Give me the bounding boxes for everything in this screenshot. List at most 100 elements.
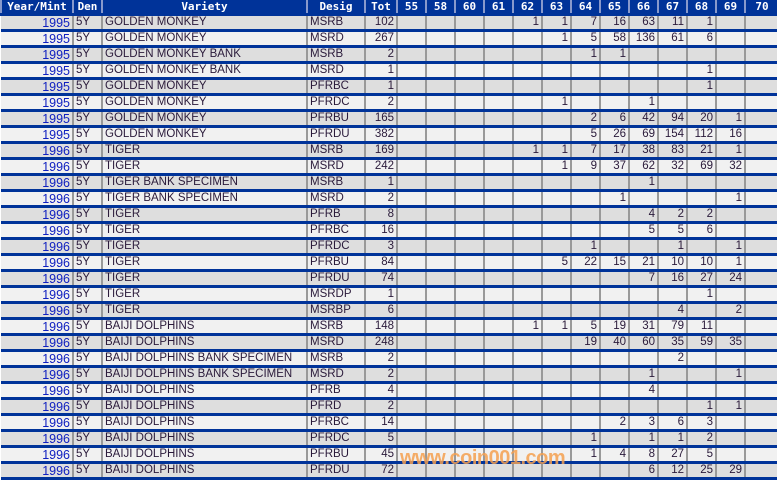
grade-69-cell xyxy=(715,14,745,32)
grade-58-cell xyxy=(425,302,455,320)
year-link[interactable]: 1996 xyxy=(1,350,73,368)
grade-67-cell xyxy=(657,46,687,64)
column-header-grade-58[interactable]: 58 xyxy=(425,0,455,16)
denomination-cell: 5Y xyxy=(72,302,102,320)
year-link[interactable]: 1996 xyxy=(1,238,73,256)
grade-64-cell xyxy=(570,62,600,80)
grade-68-cell: 1 xyxy=(686,398,716,416)
year-link[interactable]: 1996 xyxy=(1,142,73,160)
column-header-grade-55[interactable]: 55 xyxy=(396,0,426,16)
year-link[interactable]: 1996 xyxy=(1,286,73,304)
year-link[interactable]: 1995 xyxy=(1,30,73,48)
grade-66-cell: 7 xyxy=(628,270,658,288)
year-link[interactable]: 1996 xyxy=(1,366,73,384)
column-header-grade-62[interactable]: 62 xyxy=(512,0,542,16)
year-link[interactable]: 1995 xyxy=(1,46,73,64)
year-link[interactable]: 1995 xyxy=(1,78,73,96)
column-header-variety[interactable]: Variety xyxy=(101,0,307,16)
grade-69-cell xyxy=(715,350,745,368)
grade-55-cell xyxy=(396,238,426,256)
grade-61-cell xyxy=(483,110,513,128)
variety-cell: BAIJI DOLPHINS xyxy=(101,398,307,416)
total-cell: 3 xyxy=(364,238,397,256)
grade-61-cell xyxy=(483,398,513,416)
grade-68-cell: 6 xyxy=(686,222,716,240)
year-link[interactable]: 1995 xyxy=(1,110,73,128)
column-header-den[interactable]: Den xyxy=(72,0,102,16)
grade-64-cell xyxy=(570,206,600,224)
grade-67-cell xyxy=(657,174,687,192)
column-header-grade-61[interactable]: 61 xyxy=(483,0,513,16)
column-header-grade-64[interactable]: 64 xyxy=(570,0,600,16)
grade-63-cell xyxy=(541,366,571,384)
grade-68-cell: 69 xyxy=(686,158,716,176)
grade-62-cell xyxy=(512,158,542,176)
year-link[interactable]: 1996 xyxy=(1,206,73,224)
total-cell: 72 xyxy=(364,462,397,480)
column-header-grade-65[interactable]: 65 xyxy=(599,0,629,16)
column-header-grade-70[interactable]: 70 xyxy=(744,0,777,16)
column-header-grade-66[interactable]: 66 xyxy=(628,0,658,16)
column-header-grade-68[interactable]: 68 xyxy=(686,0,716,16)
year-link[interactable]: 1996 xyxy=(1,446,73,464)
grade-64-cell xyxy=(570,366,600,384)
year-link[interactable]: 1996 xyxy=(1,430,73,448)
grade-60-cell xyxy=(454,430,484,448)
year-link[interactable]: 1996 xyxy=(1,270,73,288)
grade-61-cell xyxy=(483,126,513,144)
year-link[interactable]: 1996 xyxy=(1,222,73,240)
year-link[interactable]: 1996 xyxy=(1,398,73,416)
grade-65-cell xyxy=(599,222,629,240)
column-header-year-mint[interactable]: Year/Mint xyxy=(0,0,73,16)
year-link[interactable]: 1996 xyxy=(1,190,73,208)
grade-63-cell: 5 xyxy=(541,254,571,272)
year-link[interactable]: 1995 xyxy=(1,14,73,32)
grade-69-cell xyxy=(715,30,745,48)
year-link[interactable]: 1996 xyxy=(1,382,73,400)
grade-64-cell: 1 xyxy=(570,430,600,448)
grade-58-cell xyxy=(425,62,455,80)
grade-61-cell xyxy=(483,414,513,432)
grade-55-cell xyxy=(396,254,426,272)
grade-60-cell xyxy=(454,30,484,48)
total-cell: 4 xyxy=(364,382,397,400)
total-cell: 1 xyxy=(364,174,397,192)
year-link[interactable]: 1996 xyxy=(1,158,73,176)
year-link[interactable]: 1996 xyxy=(1,414,73,432)
grade-65-cell: 19 xyxy=(599,318,629,336)
grade-70-cell xyxy=(744,78,777,96)
grade-67-cell: 10 xyxy=(657,254,687,272)
table-row: 1996 5Y TIGER BANK SPECIMEN MSRD 2 1 1 xyxy=(1,190,777,208)
grade-60-cell xyxy=(454,414,484,432)
variety-cell: BAIJI DOLPHINS xyxy=(101,462,307,480)
column-header-desig[interactable]: Desig xyxy=(306,0,365,16)
grade-58-cell xyxy=(425,158,455,176)
total-cell: 2 xyxy=(364,350,397,368)
grade-58-cell xyxy=(425,174,455,192)
year-link[interactable]: 1995 xyxy=(1,94,73,112)
grade-65-cell xyxy=(599,286,629,304)
year-link[interactable]: 1996 xyxy=(1,174,73,192)
grade-63-cell xyxy=(541,190,571,208)
grade-63-cell xyxy=(541,414,571,432)
column-header-grade-67[interactable]: 67 xyxy=(657,0,687,16)
grade-58-cell xyxy=(425,110,455,128)
grade-61-cell xyxy=(483,254,513,272)
grade-68-cell: 20 xyxy=(686,110,716,128)
column-header-grade-69[interactable]: 69 xyxy=(715,0,745,16)
column-header-grade-63[interactable]: 63 xyxy=(541,0,571,16)
year-link[interactable]: 1996 xyxy=(1,302,73,320)
grade-61-cell xyxy=(483,238,513,256)
year-link[interactable]: 1995 xyxy=(1,126,73,144)
designation-cell: PFRBC xyxy=(306,78,365,96)
year-link[interactable]: 1996 xyxy=(1,318,73,336)
year-link[interactable]: 1996 xyxy=(1,334,73,352)
year-link[interactable]: 1996 xyxy=(1,254,73,272)
column-header-grade-60[interactable]: 60 xyxy=(454,0,484,16)
column-header-tot[interactable]: Tot xyxy=(364,0,397,16)
year-link[interactable]: 1995 xyxy=(1,62,73,80)
year-link[interactable]: 1996 xyxy=(1,462,73,480)
variety-cell: GOLDEN MONKEY xyxy=(101,78,307,96)
grade-61-cell xyxy=(483,350,513,368)
